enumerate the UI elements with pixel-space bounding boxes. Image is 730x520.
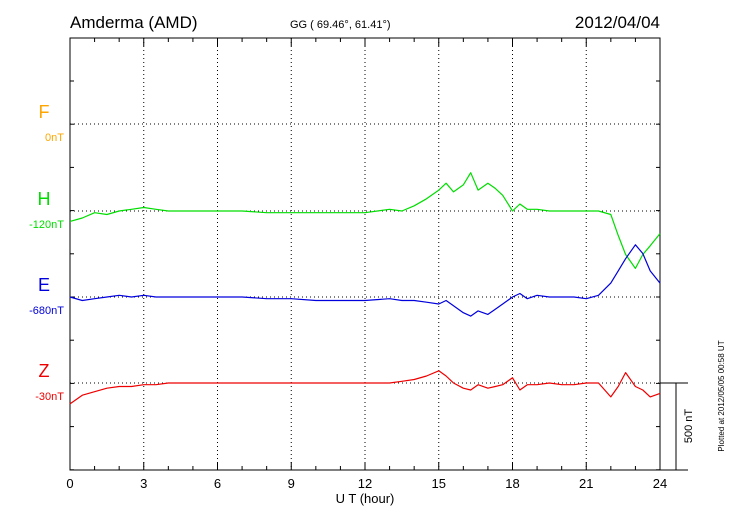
series-baseline-f: 0nT bbox=[45, 132, 64, 144]
series-baseline-h: -120nT bbox=[29, 219, 64, 231]
date-label: 2012/04/04 bbox=[575, 13, 660, 32]
series-name-h: H bbox=[38, 189, 51, 209]
series-lines bbox=[69, 172, 661, 405]
x-tick-label: 18 bbox=[505, 476, 519, 491]
x-tick-label: 24 bbox=[653, 476, 667, 491]
x-tick-label: 3 bbox=[140, 476, 147, 491]
grid-lines bbox=[70, 38, 660, 470]
x-tick-label: 9 bbox=[288, 476, 295, 491]
axis-ticks bbox=[69, 38, 661, 471]
x-tick-label: 21 bbox=[579, 476, 593, 491]
station-title: Amderma (AMD) bbox=[70, 13, 198, 32]
scale-bar: 500 nT bbox=[660, 382, 695, 471]
series-baseline-z: -30nT bbox=[35, 391, 64, 403]
series-name-f: F bbox=[39, 102, 50, 122]
x-tick-label: 6 bbox=[214, 476, 221, 491]
series-name-z: Z bbox=[39, 361, 50, 381]
series-baseline-e: -680nT bbox=[29, 305, 64, 317]
series-labels: F 0nT H -120nT E -680nT Z -30nT bbox=[29, 102, 64, 403]
series-line-e bbox=[69, 244, 661, 317]
x-axis-label: U T (hour) bbox=[336, 491, 395, 506]
x-tick-label: 15 bbox=[432, 476, 446, 491]
series-name-e: E bbox=[38, 275, 50, 295]
plotted-at-footnote: Plotted at 2012/05/05 00:58 UT bbox=[717, 340, 726, 451]
x-tick-label: 0 bbox=[66, 476, 73, 491]
coordinates-label: GG ( 69.46°, 61.41°) bbox=[290, 19, 391, 31]
series-line-z bbox=[69, 370, 661, 405]
scale-bar-label: 500 nT bbox=[683, 409, 695, 444]
x-tick-label: 12 bbox=[358, 476, 372, 491]
series-line-h bbox=[69, 172, 661, 269]
x-tick-labels: 0 3 6 9 12 15 18 21 24 bbox=[66, 476, 667, 491]
